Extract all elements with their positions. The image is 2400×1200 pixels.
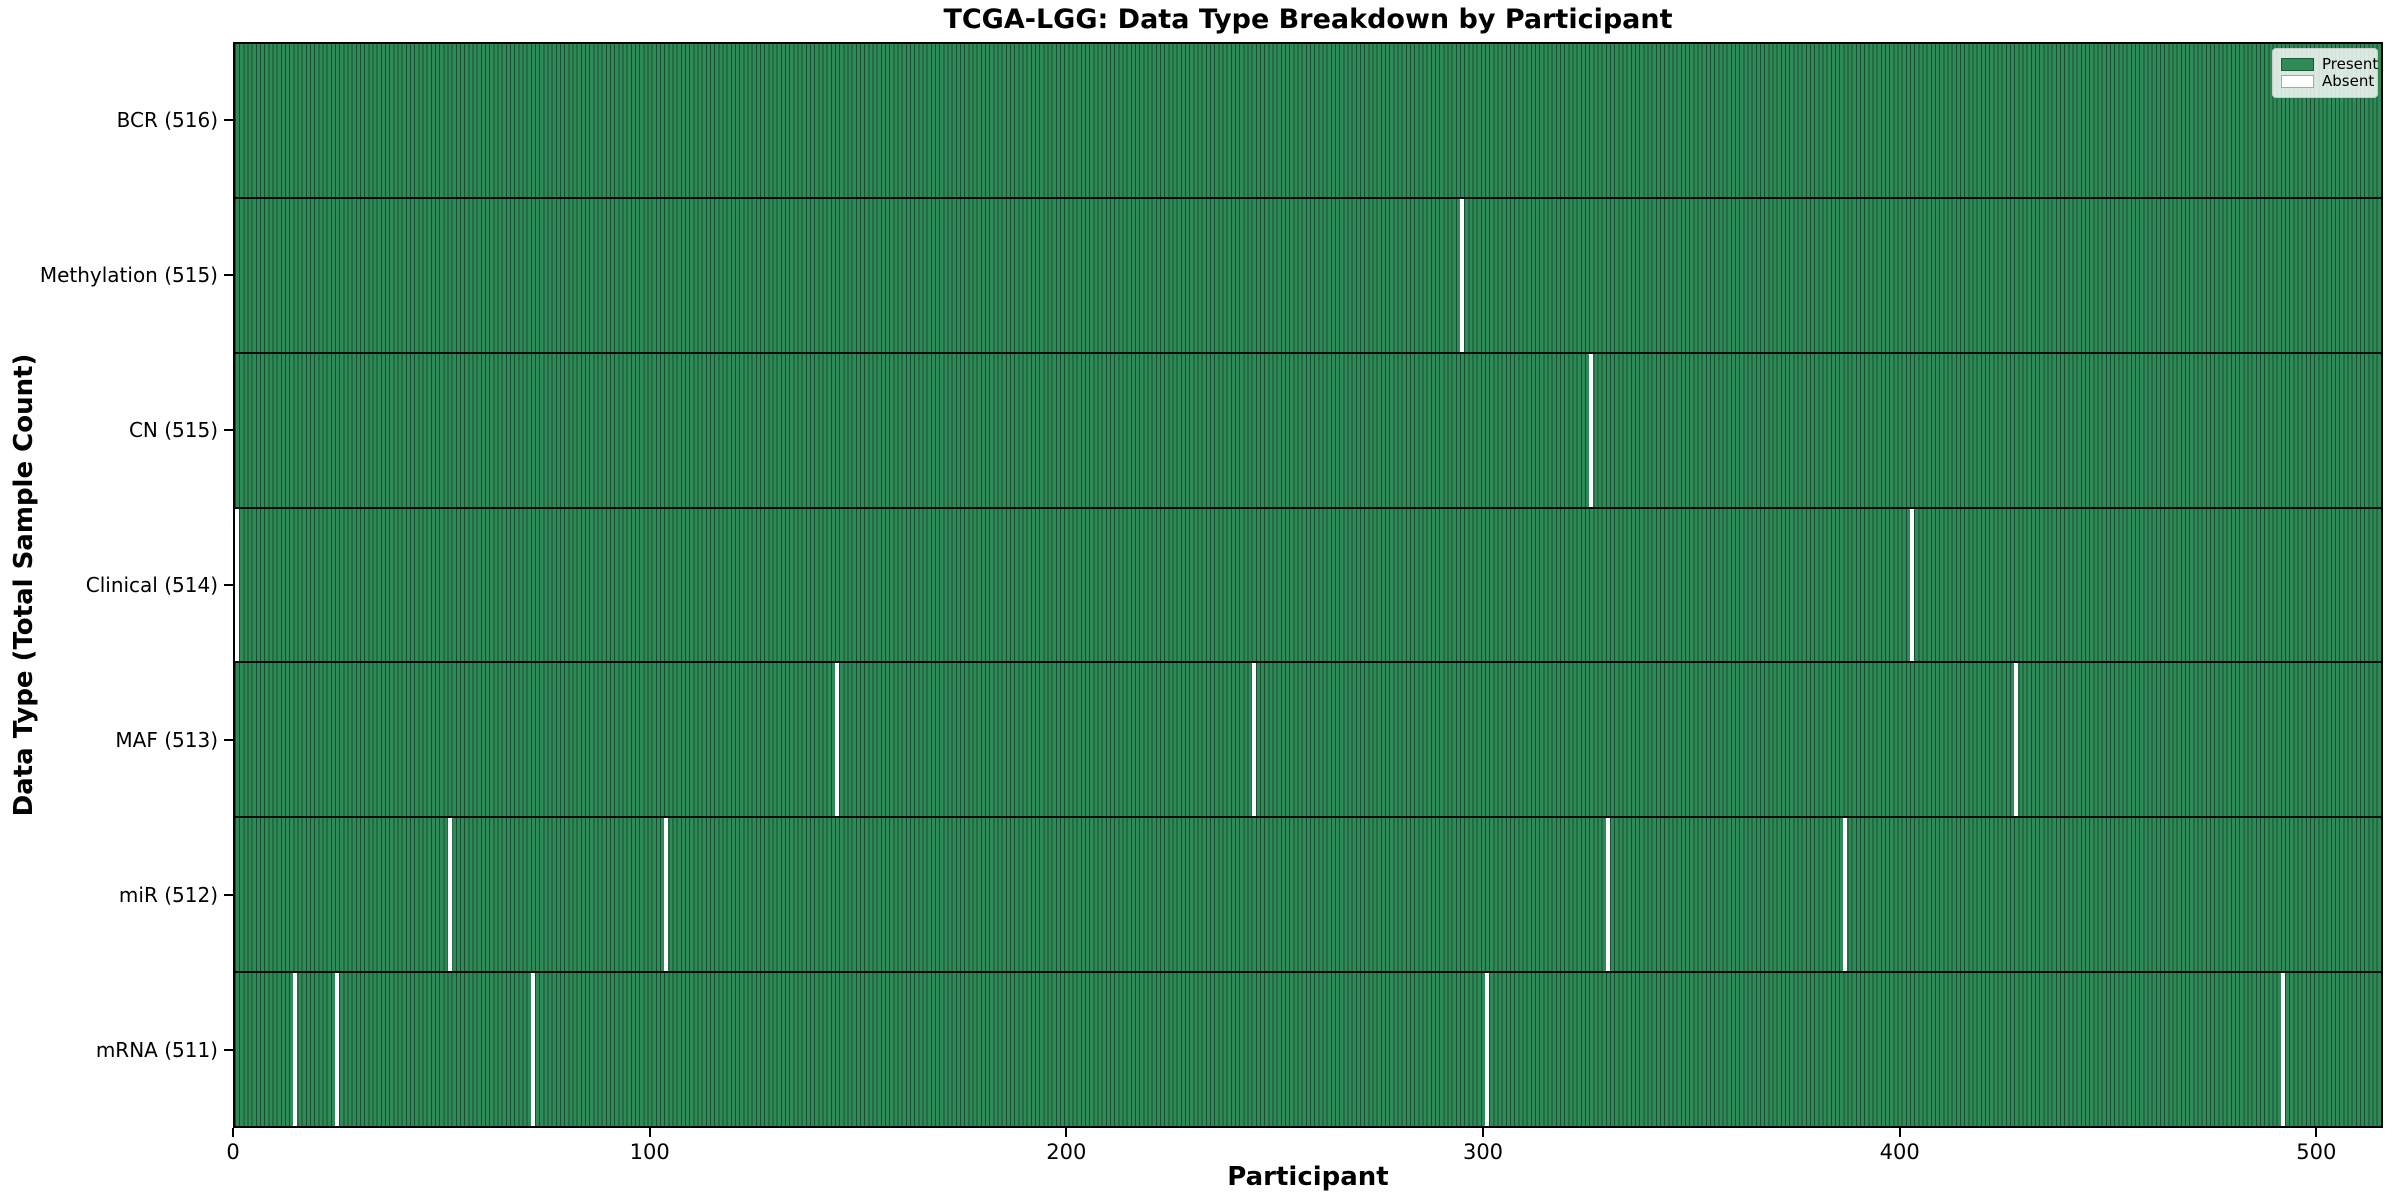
legend-present-label: Present xyxy=(2322,55,2379,73)
heatmap-plot-area xyxy=(233,42,2383,1128)
heatmap-row-CN xyxy=(235,351,2381,507)
x-tick-mark xyxy=(2315,1128,2318,1137)
y-tick-label-MAF: MAF (513) xyxy=(115,728,218,753)
y-tick-mark xyxy=(224,739,233,742)
heatmap-row-BCR xyxy=(235,44,2381,197)
absent-gap-mRNA-491 xyxy=(2280,973,2285,1127)
x-tick-label-100: 100 xyxy=(629,1140,670,1164)
absent-gap-Methylation-294 xyxy=(1460,198,1465,352)
heatmap-row-Methylation xyxy=(235,196,2381,352)
x-tick-mark xyxy=(232,1128,234,1137)
absent-gap-miR-51 xyxy=(447,818,452,972)
absent-gap-miR-329 xyxy=(1605,818,1610,972)
heatmap-row-mRNA xyxy=(235,971,2381,1127)
legend-present-swatch xyxy=(2281,58,2314,71)
x-tick-label-300: 300 xyxy=(1462,1140,1504,1164)
absent-gap-mRNA-24 xyxy=(335,973,340,1127)
y-tick-label-mRNA: mRNA (511) xyxy=(95,1038,218,1063)
x-tick-mark xyxy=(648,1128,651,1137)
y-tick-label-BCR: BCR (516) xyxy=(116,107,218,132)
x-tick-label-200: 200 xyxy=(1046,1140,1087,1164)
y-tick-label-CN: CN (515) xyxy=(128,417,218,442)
absent-gap-mRNA-71 xyxy=(530,973,535,1127)
x-tick-mark xyxy=(1065,1128,1068,1137)
y-tick-mark xyxy=(224,118,233,121)
legend-row-absent: Absent xyxy=(2281,73,2374,90)
y-tick-mark xyxy=(224,428,233,431)
legend: Present Absent xyxy=(2272,48,2378,98)
y-tick-label-miR: miR (512) xyxy=(118,883,218,908)
absent-gap-CN-325 xyxy=(1589,353,1594,507)
absent-gap-MAF-427 xyxy=(2014,663,2019,817)
y-tick-mark xyxy=(224,584,233,586)
legend-absent-label: Absent xyxy=(2322,72,2375,90)
y-tick-label-Methylation: Methylation (515) xyxy=(39,262,218,287)
absent-gap-miR-103 xyxy=(664,818,669,972)
y-tick-mark xyxy=(224,273,233,276)
y-tick-mark xyxy=(224,894,233,897)
x-tick-label-400: 400 xyxy=(1879,1140,1920,1164)
y-tick-label-Clinical: Clinical (514) xyxy=(85,573,218,597)
heatmap-row-miR xyxy=(235,816,2381,972)
absent-gap-MAF-144 xyxy=(835,663,840,817)
x-tick-mark xyxy=(1898,1128,1901,1137)
absent-gap-Clinical-402 xyxy=(1910,508,1915,662)
y-tick-mark xyxy=(224,1049,233,1052)
heatmap-row-Clinical xyxy=(235,506,2381,662)
x-tick-label-500: 500 xyxy=(2296,1140,2337,1164)
legend-row-present: Present xyxy=(2281,56,2378,73)
heatmap-row-MAF xyxy=(235,661,2381,817)
x-tick-label-0: 0 xyxy=(226,1140,240,1164)
absent-gap-MAF-244 xyxy=(1251,663,1256,817)
absent-gap-miR-386 xyxy=(1843,818,1848,972)
absent-gap-Clinical-0 xyxy=(235,508,240,662)
x-axis-label: Participant xyxy=(1227,1162,1389,1192)
absent-gap-mRNA-300 xyxy=(1485,973,1490,1127)
absent-gap-mRNA-14 xyxy=(293,973,298,1127)
chart-title: TCGA-LGG: Data Type Breakdown by Partici… xyxy=(943,4,1673,35)
legend-absent-swatch xyxy=(2281,75,2314,88)
x-tick-mark xyxy=(1482,1128,1484,1137)
